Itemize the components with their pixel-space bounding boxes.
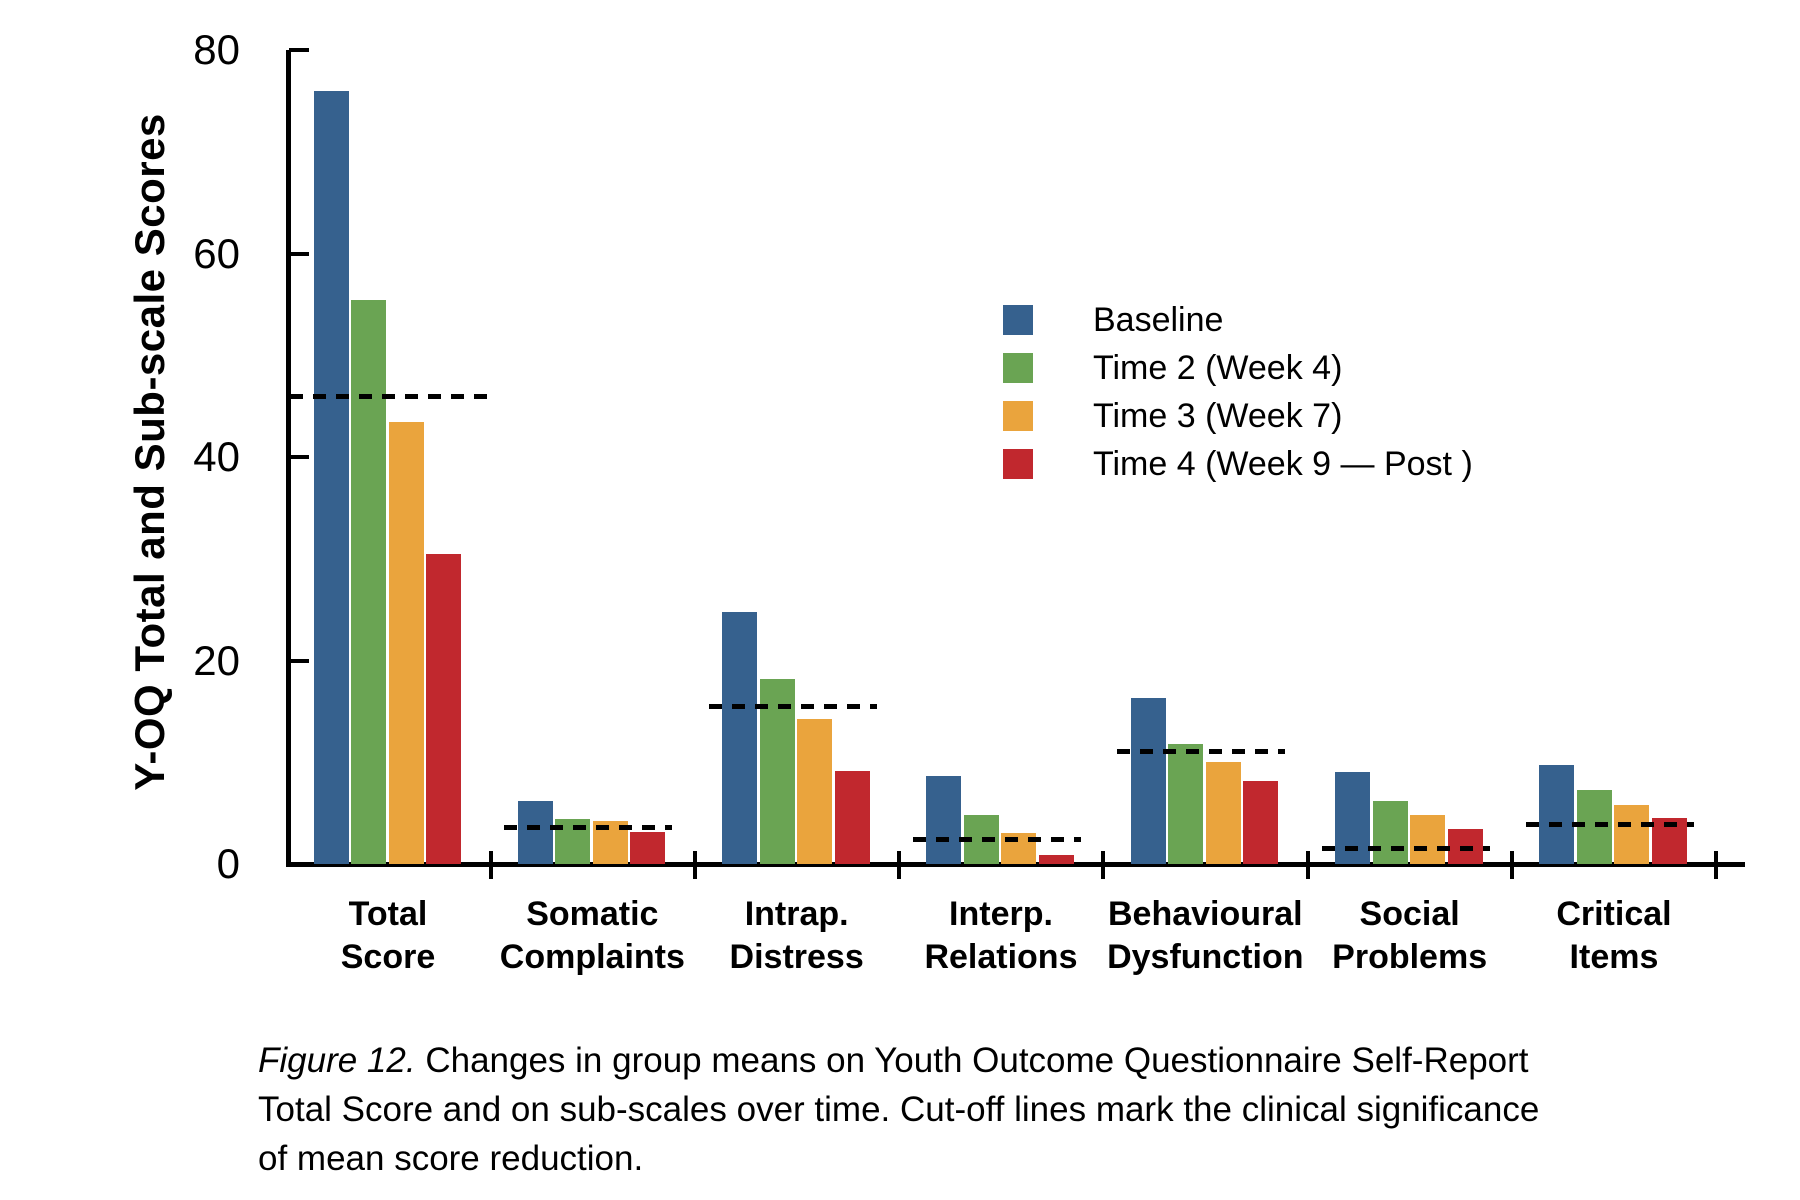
legend: Baseline Time 2 (Week 4) Time 3 (Week 7)… (1003, 296, 1473, 488)
legend-item-time2: Time 2 (Week 4) (1003, 344, 1473, 392)
x-tick-mark (488, 851, 493, 879)
y-tick-label: 60 (193, 229, 240, 277)
time2-color-swatch (1003, 353, 1033, 383)
legend-item-time4: Time 4 (Week 9 — Post ) (1003, 440, 1473, 488)
bar-time-2-week-4 (759, 678, 795, 864)
x-tick-mark (692, 851, 697, 879)
caption-text: Changes in group means on Youth Outcome … (425, 1041, 1529, 1080)
y-tick-label: 20 (193, 636, 240, 684)
cutoff-line (708, 703, 877, 709)
legend-item-time3: Time 3 (Week 7) (1003, 392, 1473, 440)
bar-baseline (722, 611, 758, 864)
bar-time-3-week-7 (1614, 805, 1650, 864)
y-tick-label: 0 (216, 840, 240, 887)
x-tick-mark (1510, 851, 1515, 879)
bar-baseline (313, 91, 349, 864)
y-tick-mark (289, 48, 309, 53)
bar-baseline (517, 800, 553, 864)
cutoff-line (912, 837, 1081, 843)
x-tick-mark (897, 851, 902, 879)
figure-caption: Figure 12. Changes in group means on You… (258, 1036, 1738, 1183)
bar-time-2-week-4 (1372, 800, 1408, 864)
bar-time-3-week-7 (1410, 815, 1446, 864)
cutoff-line (1321, 846, 1490, 852)
bar-baseline (1539, 765, 1575, 864)
legend-label: Baseline (1093, 300, 1224, 339)
bar-time-4-week-9-post (1038, 854, 1074, 864)
bar-time-2-week-4 (351, 299, 386, 864)
legend-label: Time 2 (Week 4) (1093, 348, 1343, 387)
category-label: Intrap. Distress (729, 895, 864, 976)
cutoff-line (1117, 748, 1286, 754)
baseline-color-swatch (1003, 305, 1033, 335)
cutoff-line (504, 824, 673, 830)
legend-item-baseline: Baseline (1003, 296, 1473, 344)
x-tick-mark (1714, 851, 1719, 879)
bar-time-2-week-4 (1168, 743, 1204, 864)
bar-baseline (926, 775, 962, 864)
bar-time-4-week-9-post (630, 832, 666, 864)
bar-time-3-week-7 (797, 718, 833, 864)
bar-time-2-week-4 (1576, 789, 1612, 864)
y-tick-mark (289, 455, 309, 460)
bar-time-3-week-7 (1205, 762, 1241, 864)
caption-figure-number: Figure 12. (258, 1041, 416, 1080)
x-axis-line (286, 862, 1745, 867)
y-tick-label: 40 (193, 433, 240, 481)
x-tick-mark (1305, 851, 1310, 879)
y-tick-mark (289, 658, 309, 663)
cutoff-line (1525, 821, 1694, 827)
category-label: Total Score (340, 895, 436, 976)
category-label: Social Problems (1332, 895, 1488, 976)
bar-time-4-week-9-post (426, 553, 461, 864)
y-tick-mark (289, 251, 309, 256)
time4-color-swatch (1003, 449, 1033, 479)
bar-baseline (1130, 698, 1166, 864)
bar-time-3-week-7 (388, 421, 424, 864)
legend-label: Time 3 (Week 7) (1093, 396, 1343, 435)
bar-time-4-week-9-post (834, 771, 870, 864)
caption-line-3: of mean score reduction. (258, 1139, 644, 1178)
y-tick-label: 80 (193, 26, 240, 74)
y-axis-line (286, 50, 291, 867)
legend-label: Time 4 (Week 9 — Post ) (1093, 444, 1473, 483)
cutoff-line (290, 393, 497, 399)
time3-color-swatch (1003, 401, 1033, 431)
category-label: Somatic Complaints (499, 895, 685, 976)
x-tick-mark (1101, 851, 1106, 879)
category-label: Interp. Relations (924, 895, 1078, 976)
caption-line-1: Figure 12. Changes in group means on You… (258, 1036, 1738, 1085)
category-label: Behavioural Dysfunction (1107, 895, 1304, 976)
category-label: Critical Items (1556, 895, 1672, 976)
caption-line-2: Total Score and on sub-scales over time.… (258, 1090, 1540, 1129)
bar-time-4-week-9-post (1243, 780, 1279, 864)
